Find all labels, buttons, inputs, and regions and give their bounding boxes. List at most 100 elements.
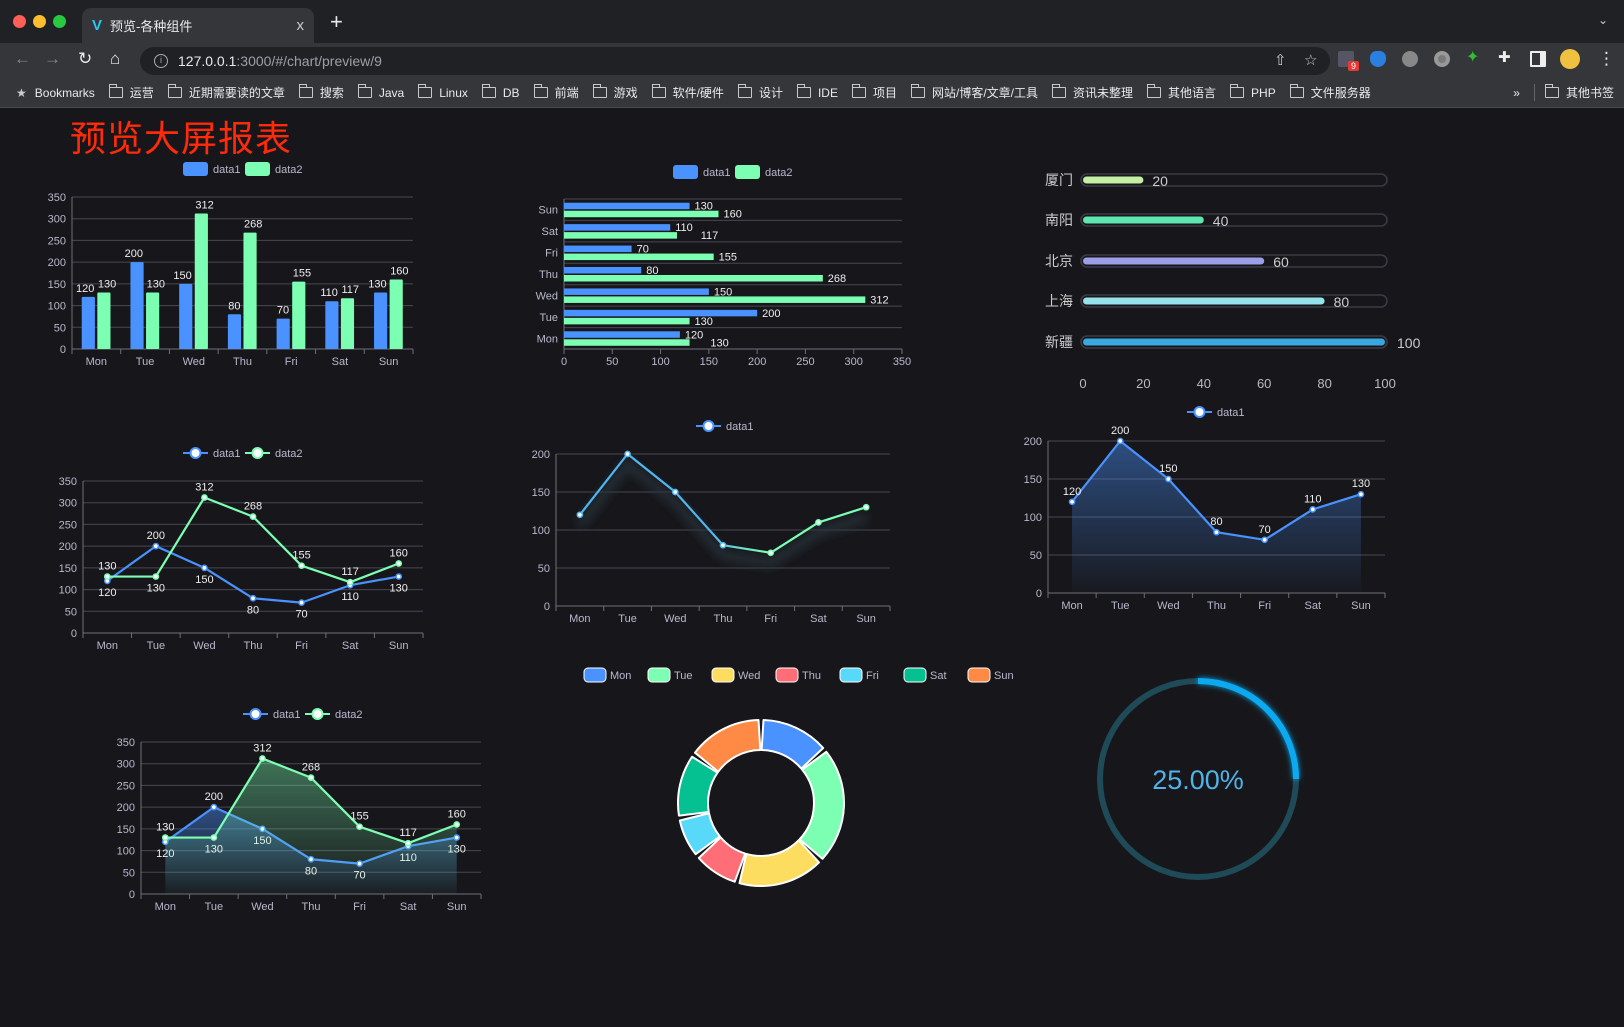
tab-bar: V 预览-各种组件 x + ⌄: [0, 0, 1624, 43]
bookmark-item[interactable]: ★ Bookmarks: [16, 86, 95, 100]
bookmark-label: PHP: [1251, 85, 1276, 100]
gem-extension-icon[interactable]: [1370, 51, 1386, 67]
bookmarks-overflow-button[interactable]: »: [1513, 85, 1520, 100]
y-tick-label: 350: [117, 737, 135, 749]
progress-fill: [1083, 176, 1144, 184]
bookmark-label: Java: [378, 85, 405, 100]
legend-swatch-icon: [183, 162, 208, 176]
address-bar[interactable]: i 127.0.0.1:3000/#/chart/preview/9 ⇧ ☆: [140, 47, 1330, 75]
bookmark-star-icon[interactable]: ☆: [1304, 52, 1318, 69]
bookmark-item[interactable]: 前端: [533, 84, 579, 101]
folder-icon: [910, 84, 925, 98]
legend-swatch-icon: [775, 667, 799, 683]
y-tick-label: 0: [544, 601, 550, 613]
active-tab[interactable]: V 预览-各种组件 x: [82, 8, 314, 43]
new-tab-button[interactable]: +: [330, 9, 343, 34]
progress-track: [1080, 173, 1388, 187]
data-label: 155: [719, 252, 737, 264]
legend-label: Sun: [994, 670, 1014, 682]
data-label: 130: [1352, 478, 1370, 490]
bookmark-item[interactable]: DB: [481, 84, 520, 100]
bar-data2: [146, 292, 160, 349]
data-label: 130: [98, 279, 116, 291]
bookmark-item[interactable]: 游戏: [592, 84, 638, 101]
data-label: 150: [714, 286, 732, 298]
bookmark-item[interactable]: 项目: [851, 84, 897, 101]
bookmark-item[interactable]: IDE: [796, 84, 838, 100]
puzzle-extensions-icon[interactable]: ✚: [1498, 49, 1511, 66]
bookmark-label: Linux: [439, 85, 468, 100]
pie-slice-Wed: [738, 839, 820, 887]
minimize-window-button[interactable]: [33, 15, 46, 28]
x-tick-label: 0: [1079, 376, 1086, 391]
category-label: 南阳: [1045, 212, 1073, 228]
avatar[interactable]: [1560, 49, 1580, 69]
legend-label: data1: [213, 164, 241, 176]
data-label: 60: [1273, 254, 1289, 270]
data-point: [624, 450, 631, 458]
bookmark-item[interactable]: 搜索: [298, 84, 344, 101]
close-window-button[interactable]: [13, 15, 26, 28]
bookmark-item[interactable]: 运营: [108, 84, 154, 101]
bookmark-item[interactable]: Java: [357, 84, 405, 100]
tab-search-chevron-icon[interactable]: ⌄: [1597, 13, 1608, 27]
data-label: 120: [1063, 486, 1081, 498]
bookmark-item[interactable]: 软件/硬件: [651, 84, 724, 101]
bookmark-item[interactable]: 近期需要读的文章: [167, 84, 285, 101]
legend-swatch-icon: [839, 667, 863, 683]
data-point: [719, 541, 727, 549]
reload-button[interactable]: ↻: [78, 49, 93, 68]
other-bookmarks[interactable]: 其他书签: [1533, 84, 1614, 101]
data-point: [307, 774, 315, 781]
bookmark-item[interactable]: 网站/博客/文章/工具: [910, 84, 1038, 101]
maximize-window-button[interactable]: [53, 15, 66, 28]
back-button[interactable]: ←: [14, 49, 31, 68]
x-tick-label: Mon: [155, 901, 176, 913]
bookmark-item[interactable]: PHP: [1230, 84, 1276, 100]
bookmark-label: 运营: [129, 86, 154, 100]
data-label: 130: [205, 844, 223, 856]
site-info-icon[interactable]: i: [154, 54, 168, 68]
data-label: 200: [1111, 425, 1129, 437]
data-label: 130: [156, 822, 174, 834]
data-label: 117: [701, 230, 719, 242]
legend-label: Sat: [930, 670, 947, 682]
pie-slice-Sun: [693, 719, 762, 773]
extension-icon[interactable]: [1402, 51, 1418, 67]
x-tick-label: Sat: [400, 901, 417, 913]
data-point: [395, 560, 403, 567]
data-label: 117: [341, 566, 359, 578]
menu-icon[interactable]: ⋮: [1598, 49, 1615, 68]
data-label: 110: [675, 222, 693, 234]
bookmark-label: DB: [502, 85, 520, 100]
bookmark-item[interactable]: 设计: [737, 84, 783, 101]
data-point: [1068, 498, 1076, 506]
share-icon[interactable]: ⇧: [1274, 52, 1287, 69]
forward-button[interactable]: →: [44, 49, 61, 68]
data-point: [1309, 506, 1317, 513]
x-tick-label: Mon: [97, 640, 118, 652]
data-point: [1261, 536, 1268, 544]
data-point: [815, 519, 822, 526]
bookmark-item[interactable]: Linux: [418, 84, 468, 100]
bookmark-item[interactable]: 其他语言: [1147, 84, 1216, 101]
bookmark-item[interactable]: 文件服务器: [1289, 84, 1371, 101]
bookmark-item[interactable]: 资讯未整理: [1052, 84, 1133, 101]
folder-icon: [418, 84, 433, 98]
data-label: 70: [637, 244, 649, 256]
extension-icon[interactable]: [1434, 51, 1450, 67]
bookmark-label: 项目: [872, 86, 897, 100]
data-label: 100: [1397, 335, 1421, 351]
x-tick-label: Mon: [1061, 600, 1082, 612]
url-host: 127.0.0.1: [178, 53, 237, 69]
y-tick-label: 50: [65, 606, 77, 618]
x-tick-label: Mon: [569, 613, 590, 625]
side-panel-icon[interactable]: [1530, 51, 1546, 67]
tab-close-button[interactable]: x: [296, 17, 305, 34]
star-extension-icon[interactable]: ✦: [1466, 49, 1480, 66]
y-tick-label: 150: [48, 279, 66, 291]
folder-icon: [298, 84, 313, 98]
x-tick-label: 250: [796, 356, 814, 368]
home-button[interactable]: ⌂: [110, 49, 121, 68]
data-point: [356, 823, 363, 831]
